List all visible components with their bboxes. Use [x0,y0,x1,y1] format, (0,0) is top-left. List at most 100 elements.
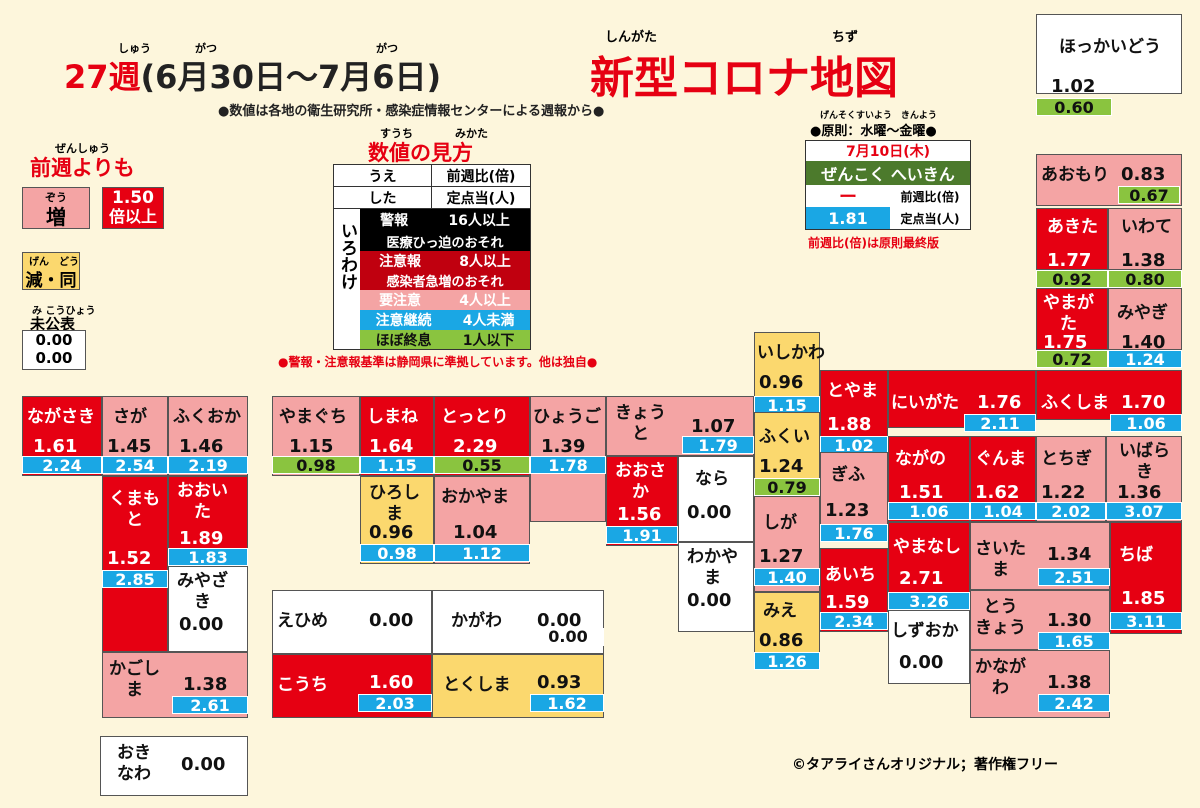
pref-hyogo: ひょうご 1.39 1.78 [530,396,606,522]
pref-name-iwate: いわて [1121,217,1172,237]
week-label: 27週(6月30日～7月6日) [64,52,441,98]
legend-prev-ruby: ぜんしゅう [55,142,110,155]
pref-toyama: とやま 1.88 1.02 [820,370,888,455]
national-note: 前週比(倍)は原則最終版 [808,234,939,251]
pref-per-site-ishikawa: 1.15 [754,396,820,415]
pref-yamagata: やまが た 1.75 0.72 [1036,288,1108,369]
national-label: ぜんこく へいきん [806,161,970,185]
pref-kagoshima: かごし ま 1.38 2.61 [102,652,248,718]
pref-ratio-fukui: 1.24 [759,456,804,477]
legend-unpublished-label: 未公表 [30,315,76,333]
pref-per-site-ibaraki: 3.07 [1106,502,1182,521]
pref-saitama: さいた ま 1.34 2.51 [970,522,1110,590]
howto-side-label: いろわけ [337,222,357,290]
pref-name-hiroshima: ひろし ま [369,483,420,524]
legend-over-value: 1.50 [112,188,154,208]
pref-nara: なら 0.00 [678,456,754,542]
pref-per-site-yamaguchi: 0.98 [272,456,360,475]
pref-per-site-nagasaki: 2.24 [22,456,102,475]
pref-kochi: こうち 1.60 2.03 [272,654,432,718]
pref-name-okinawa: おき なわ [117,743,151,784]
legend-increase-label: 増 [46,205,66,229]
legend-prev-title: 前週よりも [30,156,135,180]
pref-name-wakayama: わかや ま [687,547,738,588]
pref-ratio-miyagi: 1.40 [1121,332,1166,353]
pref-aichi: あいち 1.59 2.34 [820,548,888,632]
legend-unpublished-v1: 0.00 [35,331,73,349]
pref-ratio-tokyo: 1.30 [1047,610,1092,631]
pref-name-hokkaido: ほっかいどう [1059,37,1161,57]
legend-increase-ruby: ぞう [45,191,67,204]
pref-name-tottori: とっとり [441,407,509,427]
pref-fukui: ふくい 1.24 0.79 [754,412,820,497]
pref-per-site-gunma: 1.04 [970,502,1036,521]
legend-decrease-ruby: げん どう [29,257,79,268]
pref-per-site-hokkaido: 0.60 [1036,98,1112,117]
pref-ratio-saitama: 1.34 [1047,544,1092,565]
pref-per-site-osaka: 1.91 [606,526,678,545]
howto-row-continue: 注意継続 4人未満 [360,310,530,330]
pref-gunma: ぐんま 1.62 1.04 [970,436,1036,522]
howto-top-value: 前週比(倍) [432,165,530,187]
howto-ending-a: ほぼ終息 [375,332,432,349]
pref-per-site-kochi: 2.03 [358,694,432,713]
howto-alarm-a: 警報 [380,213,409,229]
pref-okayama: おかやま 1.04 1.12 [434,476,530,564]
source-note: ●数値は各地の衛生研究所・感染症情報センターによる週報から● [218,104,605,119]
pref-shimane: しまね 1.64 1.15 [360,396,434,476]
pref-tottori: とっとり 2.29 0.55 [434,396,530,476]
pref-name-nagano: ながの [895,449,946,469]
pref-ratio-hyogo: 1.39 [541,436,586,457]
pref-ratio-okayama: 1.04 [453,522,498,543]
pref-name-shimane: しまね [367,407,418,427]
pref-per-site-saga: 2.54 [102,456,168,475]
pref-name-osaka: おおさ か [615,461,666,502]
pref-name-yamanashi: やまなし [893,537,961,557]
howto-continue-a: 注意継続 [375,313,432,329]
pref-per-site-hiroshima: 0.98 [360,544,434,563]
pref-ratio-nagano: 1.51 [899,482,944,503]
pref-per-site-tokushima: 1.62 [530,694,604,713]
pref-kagawa: かがわ 0.00 0.00 [432,590,604,654]
pref-name-tokyo: とう きょう [975,597,1026,638]
pref-name-kochi: こうち [277,675,328,695]
pref-name-saitama: さいた ま [975,539,1026,580]
pref-ratio-toyama: 1.88 [827,414,872,435]
pref-name-kanagawa: かなが わ [975,657,1026,698]
pref-per-site-niigata: 2.11 [964,414,1036,433]
pref-per-site-shimane: 1.15 [360,456,434,475]
pref-name-shizuoka: しずおか [891,621,959,641]
pref-per-site-tottori: 0.55 [434,456,530,475]
week-ruby: しゅう [118,42,151,55]
week-number: 27週 [64,58,141,96]
pref-name-miyazaki: みやざ き [177,571,228,612]
week-period: (6月30日～7月6日) [140,58,442,96]
pref-ratio-hokkaido: 1.02 [1051,76,1096,97]
month-ruby-1: がつ [195,42,217,55]
pref-name-tokushima: とくしま [443,675,511,695]
pref-name-yamagata: やまが た [1043,293,1094,334]
howto-title: 数値の見方 [368,141,473,165]
pref-name-tochigi: とちぎ [1041,449,1092,469]
pref-ratio-tottori: 2.29 [453,436,498,457]
pref-per-site-nagano: 1.06 [888,502,970,521]
pref-per-site-shiga: 1.40 [754,568,820,587]
pref-ratio-kyoto: 1.07 [691,416,736,437]
pref-ratio-nara: 0.00 [687,502,732,523]
pref-ratio-kagoshima: 1.38 [183,674,228,695]
pref-fukuoka: ふくおか 1.46 2.19 [168,396,248,476]
pref-name-nara: なら [695,469,729,489]
pref-kumamoto: くまも と 1.52 2.85 [102,476,168,652]
national-per-site-label: 定点当(人) [900,211,960,226]
pref-per-site-fukuoka: 2.19 [168,456,248,475]
pref-name-ibaraki: いばら き [1119,441,1170,482]
title-ruby-1: しんがた [605,30,658,45]
pref-ratio-niigata: 1.76 [977,392,1022,413]
pref-shizuoka: しずおか 0.00 [888,610,970,684]
pref-ratio-oita: 1.89 [179,528,224,549]
pref-per-site-kanagawa: 2.42 [1038,694,1110,713]
legend-over-swatch: 1.50 倍以上 [102,187,164,229]
howto-continue-b: 4人未満 [462,313,515,329]
pref-ratio-tochigi: 1.22 [1041,482,1086,503]
pref-ratio-kanagawa: 1.38 [1047,672,1092,693]
